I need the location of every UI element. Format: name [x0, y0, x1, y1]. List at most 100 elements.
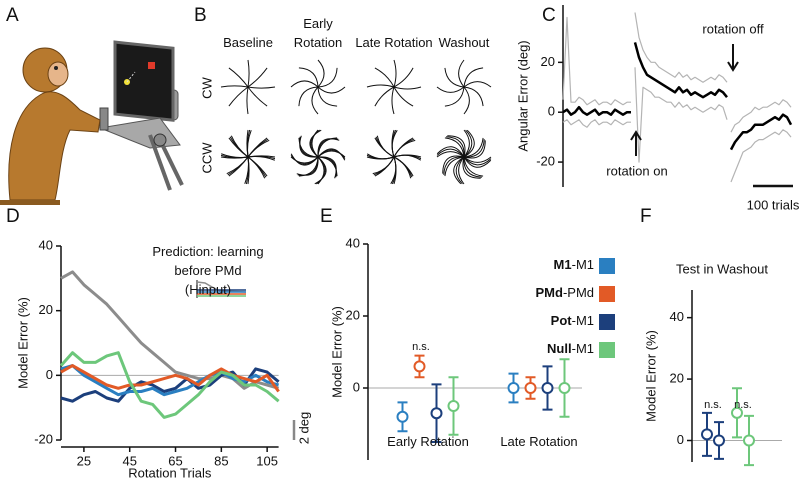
panel-label: C [542, 5, 556, 26]
trajectory [230, 135, 249, 158]
trajectory [317, 148, 346, 161]
trajectory [299, 135, 319, 158]
trajectory [314, 156, 327, 185]
x-tick-label: 45 [122, 453, 136, 468]
trajectory [226, 156, 249, 175]
trajectory [453, 156, 465, 185]
legend-label: PMd-PMd [535, 285, 594, 300]
y-tick-label: -20 [34, 431, 53, 446]
trajectory [247, 139, 270, 158]
annotation: rotation off [702, 21, 764, 36]
column-title: Washout [438, 35, 490, 50]
trajectory [393, 156, 412, 179]
trajectory [317, 156, 337, 179]
mean-marker [413, 360, 426, 373]
trajectory [463, 156, 492, 166]
trajectory [463, 129, 473, 158]
data-line [60, 364, 280, 393]
y-tick-label: 20 [541, 54, 555, 69]
trajectory [366, 153, 395, 160]
y-tick-label: 0 [353, 379, 360, 394]
mean-marker [743, 434, 755, 447]
data-line [59, 351, 280, 419]
y-tick-label: 20 [670, 371, 684, 386]
category-label: Late Rotation [500, 434, 578, 449]
trajectory [390, 156, 397, 185]
trajectory [463, 86, 470, 115]
y-axis-label: Model Error (%) [643, 330, 658, 422]
trajectory [247, 67, 268, 88]
y-tick-label: 20 [346, 307, 360, 322]
trajectory [447, 135, 466, 158]
trajectory [444, 137, 465, 158]
trajectory [246, 86, 249, 115]
annotation: n.s. [734, 399, 752, 411]
category-label: Early Rotation [387, 434, 469, 449]
trajectory [436, 86, 465, 93]
trajectory [221, 153, 249, 158]
x-tick-label: 25 [77, 453, 91, 468]
trajectory [463, 129, 470, 158]
mean-marker [701, 428, 713, 441]
trajectory [317, 59, 325, 88]
column-title: Late Rotation [355, 35, 433, 50]
mean-marker [396, 410, 409, 423]
trajectory [228, 86, 249, 107]
legend-swatch [599, 286, 615, 302]
y-tick-label: -20 [536, 154, 555, 169]
trajectory [247, 86, 268, 107]
trajectory [436, 146, 465, 158]
trajectory-panel [220, 59, 492, 185]
annotation: n.s. [412, 341, 430, 353]
data-line [562, 67, 792, 183]
trajectory [393, 67, 414, 88]
trajectory [463, 156, 484, 177]
y-tick-label: 40 [39, 237, 53, 252]
annotation: n.s. [704, 399, 722, 411]
data-line [562, 12, 792, 133]
mean-marker [524, 382, 537, 394]
trajectory [372, 156, 395, 175]
trajectory [463, 137, 484, 158]
trajectory [393, 86, 414, 107]
trajectory [443, 156, 465, 175]
trajectory [462, 156, 481, 179]
column-title: Baseline [223, 35, 273, 50]
data-line [562, 42, 793, 151]
x-axis-label: Rotation Trials [128, 465, 212, 480]
legend-label: M1-M1 [554, 257, 594, 272]
trajectory [463, 129, 475, 158]
trajectory [463, 81, 492, 88]
arrow [727, 44, 739, 72]
trajectory [458, 156, 465, 185]
panel-label: D [6, 206, 20, 227]
scale-bar-label: 100 trials [747, 197, 800, 212]
trajectory [244, 156, 249, 184]
trajectory [436, 151, 465, 158]
trajectory [309, 129, 322, 158]
mean-marker [731, 406, 743, 419]
data-line [60, 364, 280, 397]
trajectory [463, 86, 484, 107]
trajectory [446, 136, 465, 158]
trajectory [463, 139, 485, 158]
mean-marker [713, 434, 725, 447]
trajectory [247, 86, 276, 89]
y-tick-label: 0 [677, 432, 684, 447]
trajectory [393, 139, 416, 158]
trajectory [463, 156, 482, 178]
trajectory [374, 86, 395, 107]
trajectory [311, 86, 319, 115]
trajectory [393, 59, 397, 88]
trajectory [458, 59, 465, 88]
panel-label: B [194, 5, 207, 26]
trajectory [463, 156, 492, 163]
mean-marker [430, 407, 443, 420]
legend-label: Pot-M1 [551, 313, 594, 328]
data-line [60, 270, 280, 390]
annotation: rotation on [606, 163, 667, 178]
trajectory [444, 86, 465, 107]
trajectory [247, 156, 275, 161]
scale-bar-label: 2 deg [296, 412, 311, 445]
